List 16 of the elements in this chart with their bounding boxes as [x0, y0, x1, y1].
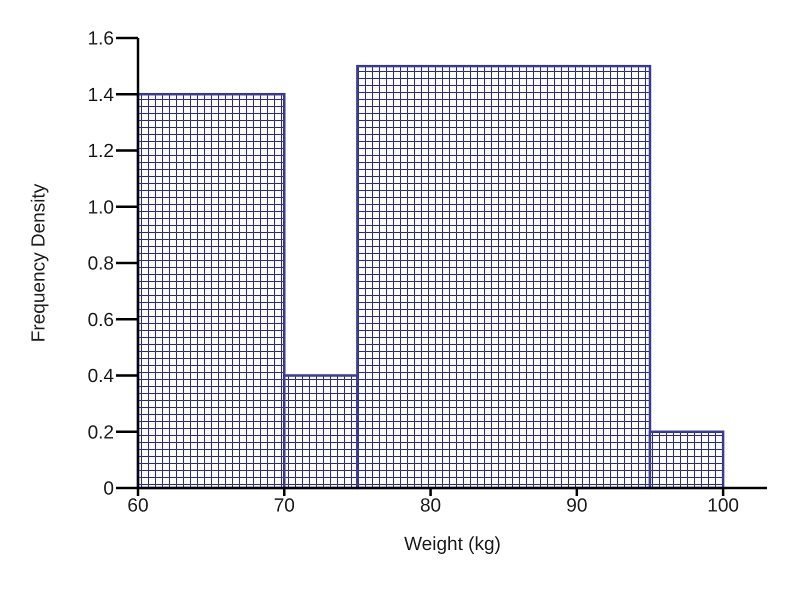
x-axis-title: Weight (kg)	[404, 534, 501, 555]
y-tick-label: 0.4	[88, 366, 114, 388]
y-tick-label: 0.2	[88, 422, 114, 444]
x-tick-label: 70	[274, 495, 295, 516]
x-tick-label: 60	[127, 495, 149, 516]
x-tick-label: 100	[707, 495, 739, 516]
y-tick-label: 1.6	[88, 28, 114, 50]
x-tick-label: 90	[566, 495, 588, 516]
y-tick-label: 0.6	[88, 310, 114, 331]
y-tick-label: 0.8	[88, 254, 114, 275]
y-tick-label: 0	[103, 478, 114, 500]
y-tick-label: 1.0	[88, 197, 114, 218]
y-tick-label: 1.4	[88, 84, 114, 106]
x-tick-label: 80	[420, 495, 442, 516]
y-tick-label: 1.2	[88, 141, 114, 162]
y-axis-title: Frequency Density	[28, 183, 50, 342]
